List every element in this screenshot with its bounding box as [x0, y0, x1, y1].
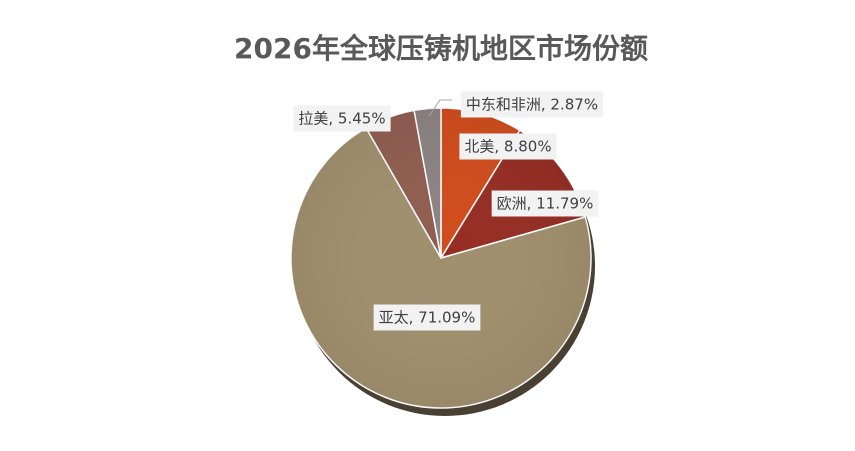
leader-line: [428, 99, 452, 117]
label-box: [293, 105, 391, 132]
label-box: [459, 133, 557, 160]
label-box: [460, 91, 604, 118]
label-box: [491, 190, 599, 217]
data-label: 拉美, 5.45%: [298, 110, 385, 128]
data-label: 中东和非洲, 2.87%: [466, 96, 598, 114]
chart-title: 2026年全球压铸机地区市场份额: [234, 32, 648, 65]
data-label: 亚太, 71.09%: [379, 309, 476, 327]
data-label: 北美, 8.80%: [464, 138, 551, 156]
label-box: [373, 304, 481, 331]
data-label: 欧洲, 11.79%: [497, 195, 594, 213]
